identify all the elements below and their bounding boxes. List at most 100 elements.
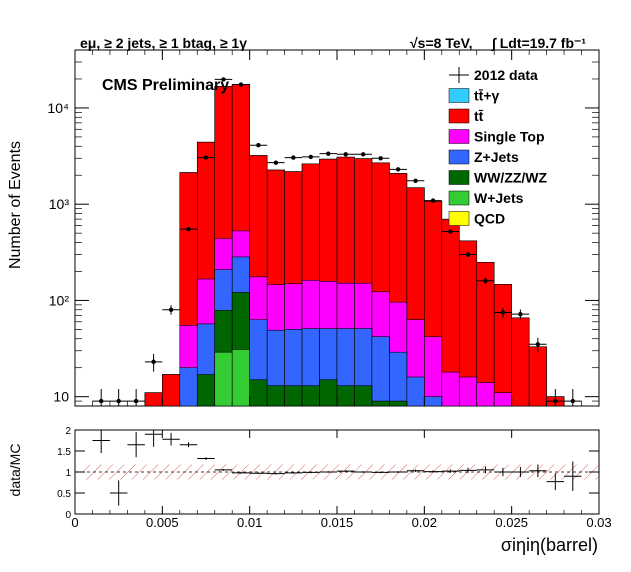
ratio-plot: 0 0.005 0.01 0.015 0.02 0.025 0.03 0 0.5 1 1.5 2 [57,426,612,530]
ratio-point-21 [459,467,477,473]
data-point-7 [197,155,215,160]
ratio-point-7 [214,469,233,471]
ratio-point-20 [441,469,460,473]
stack-bar-single-top-23 [476,382,495,407]
ratio-point-5 [179,442,198,448]
stack-bar-z-jets-19 [406,376,425,407]
data-point-22 [459,252,477,257]
legend-label-6: W+Jets [474,190,524,206]
legend-label-5: WW/ZZ/WZ [474,170,548,186]
legend-label-2: tt̄ [474,108,484,124]
stack-bar-tt--5 [162,374,181,407]
ratio-x-tick-label-1: 0.005 [146,515,179,530]
legend-entry-1: tt̄+γ [448,87,500,104]
ratio-point-25 [529,464,547,478]
data-point-12 [284,155,303,160]
data-point-5 [162,305,180,315]
data-point-8 [214,77,233,82]
legend-entry-7: QCD [448,211,505,227]
data-point-2 [109,389,128,406]
stack-bar-tt--25 [511,317,530,407]
legend-label-0: 2012 data [474,67,538,83]
legend-entry-3: Single Top [448,129,545,145]
stack-bar-ww-zz-wz-10 [249,379,268,407]
ratio-point-18 [406,469,425,472]
ratio-point-0 [92,430,110,454]
stack-bar-ww-zz-wz-14 [319,379,338,407]
data-points [92,77,582,406]
data-point-3 [127,389,145,406]
stack-bar-w-jets-8 [214,351,233,407]
ratio-x-tick-label-4: 0.02 [412,515,437,530]
stacked-histograms [144,84,565,407]
ratio-point-10 [267,472,285,475]
data-point-16 [354,152,372,157]
data-point-24 [494,307,512,318]
data-point-27 [546,389,565,406]
ratio-y-tick-label-2: 1 [65,468,71,479]
main-axes: 10 10² 10³ 10⁴ [47,49,600,407]
data-point-4 [144,353,163,372]
ratio-point-16 [371,471,390,474]
legend-entry-5: WW/ZZ/WZ [448,170,548,186]
stack-bar-ww-zz-wz-15 [336,385,355,407]
ratio-y-tick-label-3: 1.5 [57,447,71,458]
ratio-point-2 [127,432,145,458]
legend: 2012 data tt̄+γ tt̄ Single Top Z+Jets WW/ZZ/W… [448,67,548,227]
data-point-9 [232,82,250,87]
stack-bar-z-jets-20 [424,396,443,407]
stack-bar-tt--4 [144,392,163,407]
data-point-10 [249,143,268,148]
data-point-13 [302,154,320,160]
data-point-20 [424,198,442,203]
ratio-point-15 [354,471,372,473]
ratio-point-11 [284,472,303,474]
lumi-label: ∫ Ldt=19.7 fb⁻¹ [491,35,586,52]
stack-bar-single-top-21 [441,371,460,407]
stack-bar-ww-zz-wz-18 [389,400,408,407]
stack-bar-ww-zz-wz-13 [301,385,320,407]
data-point-23 [476,277,495,285]
stack-bar-single-top-24 [493,392,512,407]
data-point-14 [319,151,337,156]
stack-bar-ww-zz-wz-12 [284,385,303,407]
cms-preliminary-label: CMS Preliminary [102,77,229,94]
legend-entry-4: Z+Jets [448,149,519,165]
ratio-y-axis-label: data/MC [7,444,23,497]
legend-label-7: QCD [474,211,505,227]
legend-entry-0: 2012 data [449,67,538,83]
ratio-x-tick-label-5: 0.025 [495,515,528,530]
stack-bar-single-top-20 [424,336,443,407]
ratio-point-1 [109,480,128,506]
legend-entry-6: W+Jets [448,190,524,206]
stack-bar-single-top-22 [458,376,478,407]
data-point-18 [389,167,407,172]
ratio-point-8 [232,472,250,474]
ratio-y-tick-label-1: 0.5 [57,489,71,500]
ratio-point-14 [337,470,355,472]
ratio-point-12 [302,471,320,474]
main-y-tick-label-1: 10² [49,292,70,308]
ratio-point-23 [494,467,512,477]
ratio-point-22 [476,466,495,474]
ratio-x-tick-label-6: 0.03 [586,515,611,530]
main-y-tick-label-0: 10 [53,389,69,405]
ratio-content [75,430,599,506]
ratio-point-9 [249,472,268,475]
energy-label: √s=8 TeV, [410,35,473,51]
data-point-11 [267,160,285,165]
data-point-19 [406,178,425,183]
main-y-tick-label-2: 10³ [49,196,70,212]
legend-label-1: tt̄+γ [474,87,500,103]
data-point-15 [337,152,355,157]
legend-entry-2: tt̄ [448,108,484,124]
x-axis-label: σiηiη(barrel) [501,535,598,555]
main-plot: 10 10² 10³ 10⁴ [47,49,600,407]
data-point-28 [564,389,582,406]
ratio-point-17 [389,471,407,473]
ratio-point-6 [197,457,215,460]
ratio-point-27 [564,461,582,491]
stack-bar-z-jets-6 [179,367,198,407]
ratio-point-26 [546,473,565,491]
data-point-21 [441,229,460,234]
